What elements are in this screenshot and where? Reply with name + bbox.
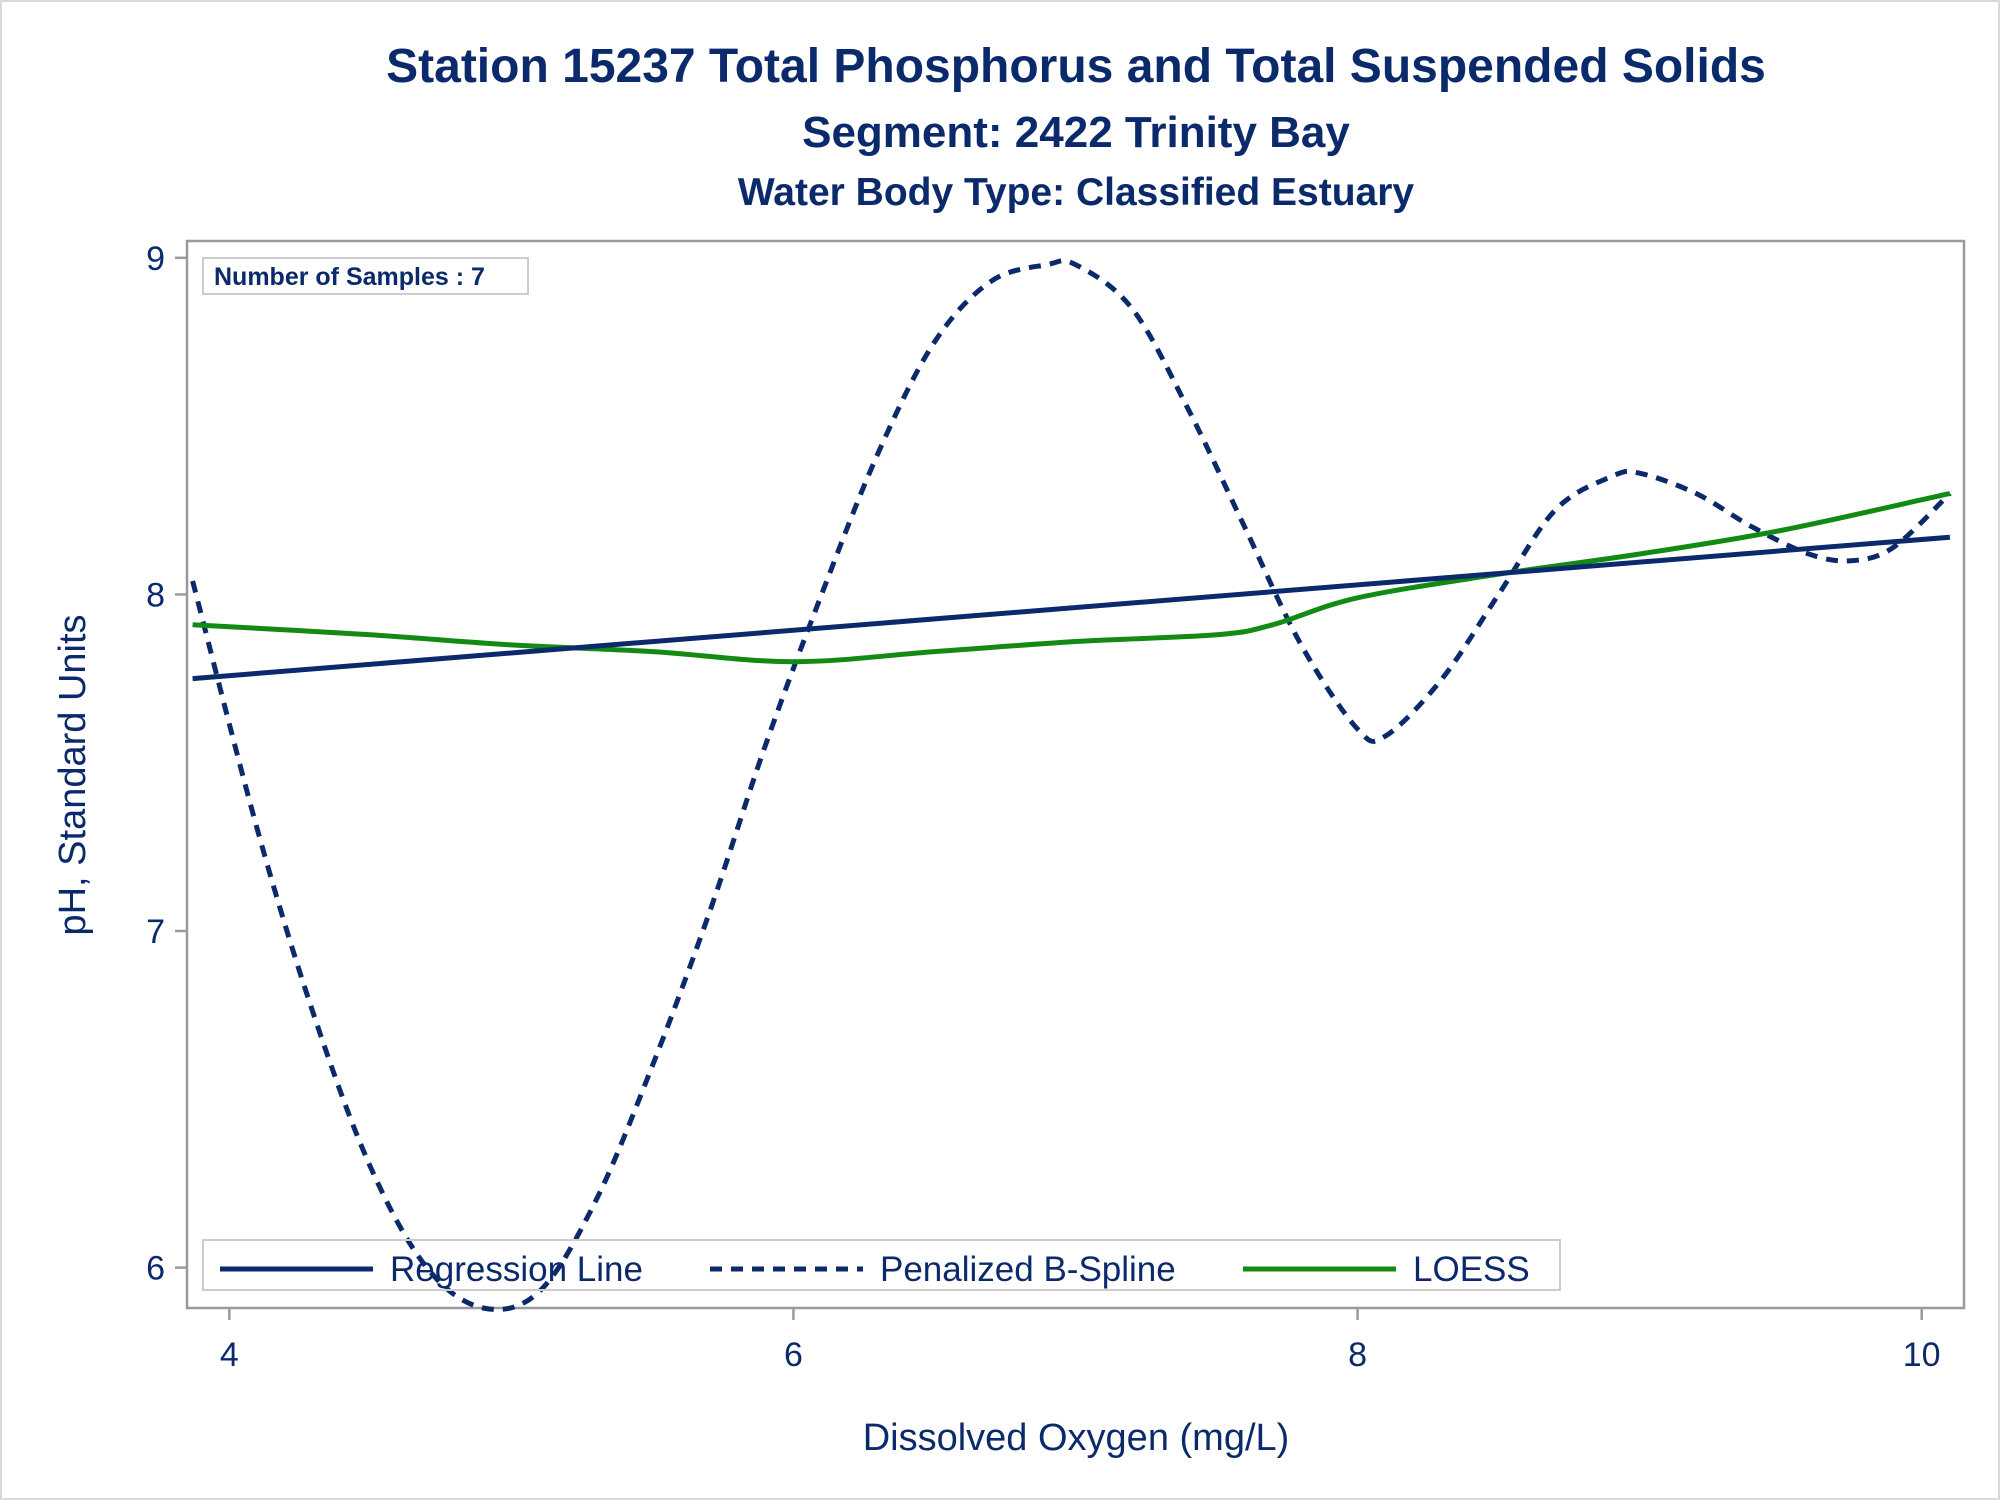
y-tick-label: 6	[146, 1250, 165, 1288]
chart-title: Station 15237 Total Phosphorus and Total…	[386, 40, 1766, 93]
legend-label-spline: Penalized B-Spline	[880, 1250, 1176, 1289]
x-tick-label: 8	[1348, 1336, 1367, 1374]
series-regression-line	[192, 534, 1951, 682]
series-loess-line	[192, 490, 1951, 665]
legend-label-loess: LOESS	[1413, 1250, 1530, 1289]
sample-count-label: Number of Samples : 7	[214, 263, 485, 291]
y-tick-label: 8	[146, 576, 165, 614]
legend-label-regression: Regression Line	[390, 1250, 643, 1289]
sample-count-box	[202, 257, 529, 295]
y-tick-label: 9	[146, 240, 165, 278]
y-axis-label: pH, Standard Units	[52, 614, 94, 935]
chart-subtitle-2: Water Body Type: Classified Estuary	[738, 171, 1414, 214]
x-tick-label: 10	[1903, 1336, 1941, 1374]
x-tick-label: 4	[220, 1336, 239, 1374]
x-tick-label: 6	[784, 1336, 803, 1374]
legend: Regression Line Penalized B-Spline LOESS	[202, 1239, 1561, 1291]
chart-subtitle: Segment: 2422 Trinity Bay	[802, 108, 1350, 157]
y-tick-label: 7	[146, 913, 165, 951]
series-layer	[190, 258, 1952, 1313]
series-penalized-b-spline	[190, 258, 1952, 1313]
x-axis-ticks: 4 6 8 10	[220, 1308, 1941, 1374]
legend-box	[202, 1239, 1561, 1291]
y-axis-ticks: 6 7 8 9	[146, 240, 187, 1288]
plot-area	[185, 239, 1966, 1310]
x-axis-label: Dissolved Oxygen (mg/L)	[863, 1417, 1290, 1459]
sample-count-inset: Number of Samples : 7	[202, 257, 529, 295]
